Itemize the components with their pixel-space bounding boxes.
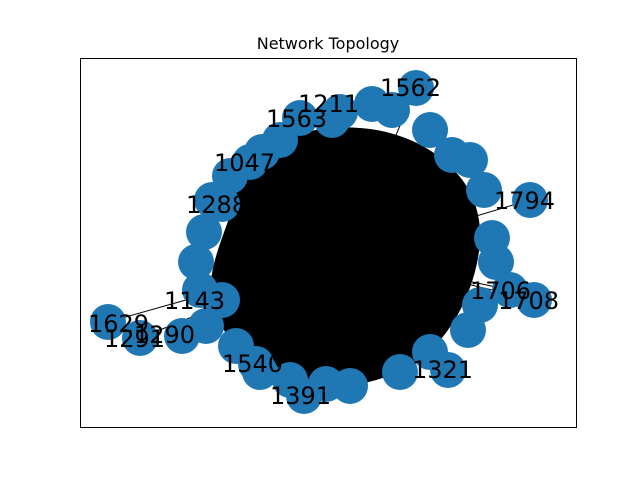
graph-node xyxy=(412,112,448,148)
node-label: 1391 xyxy=(270,382,331,410)
chart-title: Network Topology xyxy=(257,34,400,53)
graph-node xyxy=(398,70,434,106)
node-label: 1629 xyxy=(88,310,149,338)
node-label: 1290 xyxy=(134,321,195,349)
graph-node xyxy=(186,214,222,250)
graph-node xyxy=(452,142,488,178)
graph-node xyxy=(314,102,350,138)
graph-node xyxy=(492,272,528,308)
dense-core-layer xyxy=(210,127,481,386)
graph-node xyxy=(204,282,240,318)
graph-node xyxy=(450,312,486,348)
node-label: 1708 xyxy=(498,287,559,315)
node-label: 1563 xyxy=(266,105,327,133)
node-label: 1794 xyxy=(494,187,555,215)
node-label: 1143 xyxy=(164,287,225,315)
node-label: 1291 xyxy=(104,325,165,353)
node-label: 1321 xyxy=(412,356,473,384)
graph-node xyxy=(164,318,200,354)
plot-frame xyxy=(80,58,577,428)
graph-node xyxy=(478,244,514,280)
node-label: 1288 xyxy=(186,191,247,219)
graph-node xyxy=(512,182,548,218)
node-label: 1047 xyxy=(214,149,275,177)
graph-node xyxy=(430,352,466,388)
node-label: 1211 xyxy=(298,90,359,118)
graph-node xyxy=(382,354,418,390)
graph-node xyxy=(178,244,214,280)
graph-node xyxy=(238,346,274,382)
graph-node xyxy=(466,172,502,208)
graph-node xyxy=(374,92,410,128)
node-label: 1540 xyxy=(222,350,283,378)
dense-core xyxy=(210,127,481,386)
node-label: 1562 xyxy=(380,74,441,102)
graph-node xyxy=(204,186,240,222)
graph-node xyxy=(282,100,318,136)
node-layer xyxy=(90,70,552,414)
graph-node xyxy=(122,320,158,356)
graph-node xyxy=(286,378,322,414)
graph-node xyxy=(232,144,268,180)
graph-node xyxy=(90,304,126,340)
node-label: 1706 xyxy=(470,277,531,305)
